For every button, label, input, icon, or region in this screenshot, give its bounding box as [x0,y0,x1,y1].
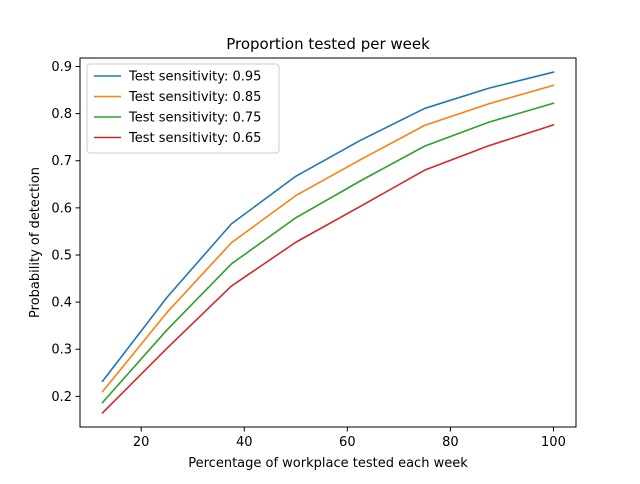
y-tick-label: 0.5 [51,248,72,263]
legend-box [86,63,280,154]
y-tick-label: 0.3 [51,343,72,358]
plot-area [101,71,555,414]
legend-label: Test sensitivity: 0.85 [128,90,261,105]
series-line-2 [101,84,555,393]
series-line-1 [101,71,555,383]
x-axis: 20 40 60 80 100 [133,427,566,450]
y-axis: 0.2 0.3 0.4 0.5 0.6 0.7 0.8 0.9 [51,60,80,405]
x-tick-label: 20 [133,435,150,450]
legend: Test sensitivity: 0.95 Test sensitivity: … [86,63,280,154]
y-tick-label: 0.2 [51,390,72,405]
y-tick-label: 0.7 [51,154,72,169]
y-tick-label: 0.9 [51,60,72,75]
legend-label: Test sensitivity: 0.95 [128,70,261,85]
y-tick-label: 0.6 [51,201,72,216]
y-axis-label: Probability of detection [28,167,43,318]
chart-title: Proportion tested per week [226,35,430,53]
y-tick-label: 0.8 [51,107,72,122]
x-tick-label: 60 [339,435,356,450]
x-tick-label: 100 [541,435,566,450]
x-axis-label: Percentage of workplace tested each week [188,456,468,471]
x-tick-label: 80 [442,435,459,450]
series-line-4 [101,123,555,414]
x-tick-label: 40 [236,435,253,450]
legend-label: Test sensitivity: 0.65 [128,131,261,146]
legend-label: Test sensitivity: 0.75 [128,111,261,126]
series-line-3 [101,102,555,404]
plot-frame [79,57,577,428]
y-tick-label: 0.4 [51,296,72,311]
